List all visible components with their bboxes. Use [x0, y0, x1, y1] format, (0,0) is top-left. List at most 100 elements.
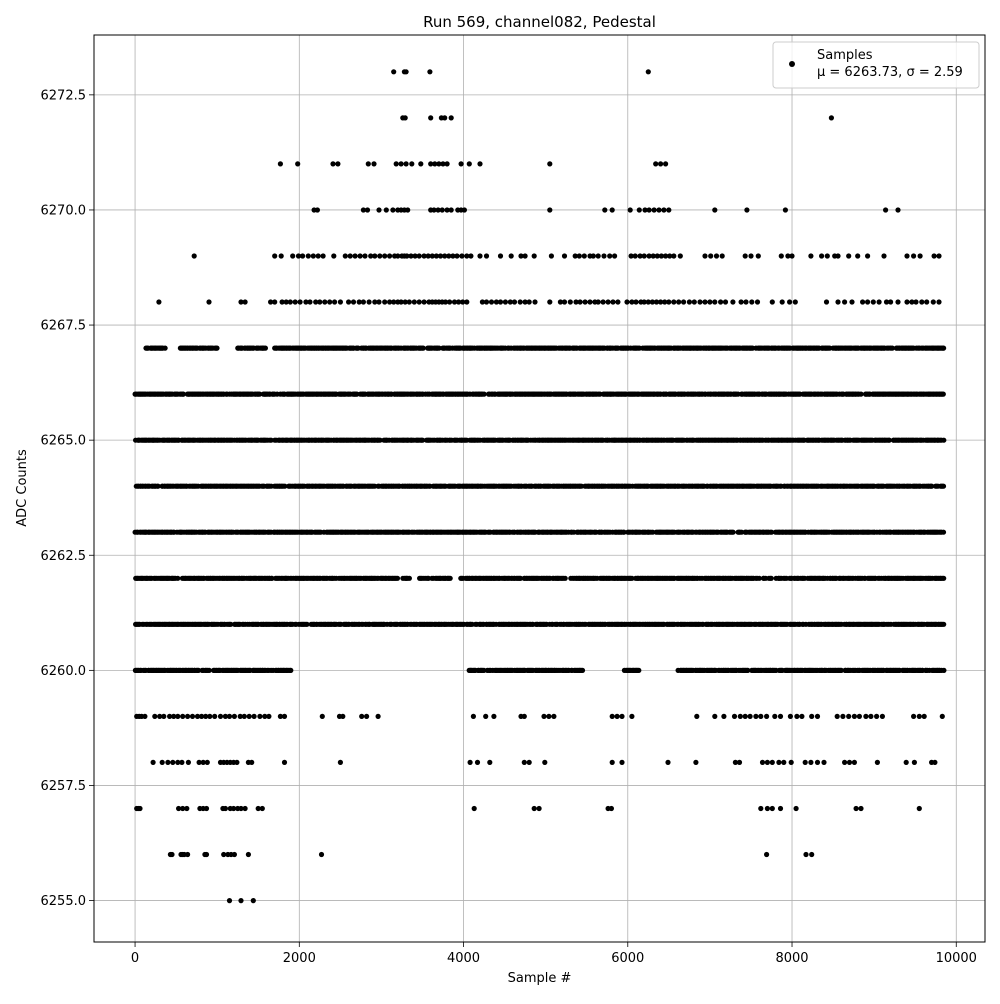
data-point — [252, 714, 257, 719]
data-point — [317, 299, 322, 304]
data-point — [185, 714, 190, 719]
data-point — [367, 299, 372, 304]
data-point — [619, 760, 624, 765]
data-point — [288, 668, 293, 673]
data-point — [484, 299, 489, 304]
data-point — [412, 299, 417, 304]
data-point — [227, 714, 232, 719]
data-point — [522, 760, 527, 765]
data-point — [243, 806, 248, 811]
data-point — [487, 760, 492, 765]
data-point — [364, 714, 369, 719]
data-point — [799, 714, 804, 719]
data-point — [697, 299, 702, 304]
data-point — [770, 806, 775, 811]
data-point — [234, 760, 239, 765]
data-point — [835, 714, 840, 719]
data-point — [789, 760, 794, 765]
data-point — [319, 852, 324, 857]
data-point — [629, 714, 634, 719]
data-point — [583, 299, 588, 304]
data-point — [163, 346, 168, 351]
data-point — [407, 576, 412, 581]
data-point — [242, 714, 247, 719]
data-point — [361, 299, 366, 304]
data-point — [932, 760, 937, 765]
data-point — [854, 806, 859, 811]
data-point — [842, 760, 847, 765]
data-point — [633, 299, 638, 304]
data-point — [610, 299, 615, 304]
data-point — [794, 806, 799, 811]
data-point — [447, 299, 452, 304]
data-point — [852, 760, 857, 765]
data-point — [609, 806, 614, 811]
data-point — [207, 714, 212, 719]
data-point — [247, 714, 252, 719]
data-point — [610, 760, 615, 765]
data-point — [788, 714, 793, 719]
data-point — [407, 299, 412, 304]
data-point — [246, 852, 251, 857]
data-point — [475, 760, 480, 765]
data-point — [941, 668, 946, 673]
data-point — [180, 714, 185, 719]
data-point — [468, 760, 473, 765]
data-point — [257, 714, 262, 719]
data-point — [880, 714, 885, 719]
data-point — [152, 714, 157, 719]
data-point — [707, 299, 712, 304]
data-point — [770, 760, 775, 765]
data-point — [489, 299, 494, 304]
data-point — [184, 806, 189, 811]
data-point — [161, 714, 166, 719]
data-point — [204, 852, 209, 857]
data-point — [266, 714, 271, 719]
data-point — [941, 346, 946, 351]
data-point — [340, 714, 345, 719]
data-point — [596, 299, 601, 304]
data-point — [587, 299, 592, 304]
data-point — [186, 760, 191, 765]
data-point — [776, 760, 781, 765]
data-point — [503, 299, 508, 304]
data-point — [808, 760, 813, 765]
data-point — [732, 714, 737, 719]
data-point — [803, 760, 808, 765]
data-point — [322, 299, 327, 304]
data-point — [764, 852, 769, 857]
data-point — [359, 714, 364, 719]
data-point — [185, 852, 190, 857]
data-point — [794, 714, 799, 719]
data-point — [731, 530, 736, 535]
data-point — [272, 299, 277, 304]
data-point — [846, 714, 851, 719]
data-point — [422, 299, 427, 304]
data-point — [243, 299, 248, 304]
data-point — [917, 806, 922, 811]
data-point — [491, 714, 496, 719]
data-point — [671, 299, 676, 304]
data-point — [293, 299, 298, 304]
data-point — [307, 299, 312, 304]
data-point — [206, 299, 211, 304]
data-point — [911, 714, 916, 719]
data-point — [778, 806, 783, 811]
data-point — [232, 852, 237, 857]
data-point — [743, 714, 748, 719]
data-point — [532, 806, 537, 811]
data-point — [537, 806, 542, 811]
data-point — [251, 898, 256, 903]
data-point — [718, 299, 723, 304]
data-point — [205, 760, 210, 765]
data-point — [821, 760, 826, 765]
data-point — [692, 299, 697, 304]
data-point — [755, 299, 760, 304]
data-point — [562, 299, 567, 304]
data-point — [179, 760, 184, 765]
data-point — [395, 576, 400, 581]
data-point — [320, 714, 325, 719]
data-point — [298, 299, 303, 304]
data-point — [693, 760, 698, 765]
data-point — [922, 714, 927, 719]
